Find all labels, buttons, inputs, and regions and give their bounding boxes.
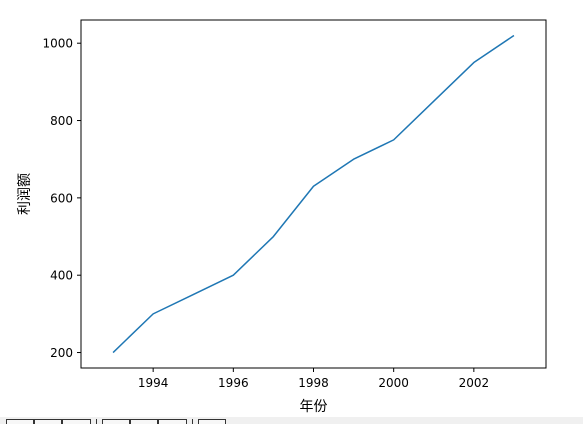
x-tick-label: 1996	[218, 376, 249, 390]
x-axis-title: 年份	[300, 399, 328, 415]
pan-icon[interactable]	[102, 419, 130, 424]
y-tick-label: 600	[50, 191, 73, 205]
y-tick-label: 1000	[42, 37, 73, 51]
figure-toolbar	[0, 417, 583, 424]
plot-frame	[80, 19, 547, 369]
zoom-icon[interactable]	[130, 419, 158, 424]
toolbar-separator	[96, 419, 97, 424]
home-icon[interactable]	[6, 419, 34, 424]
toolbar-separator	[192, 419, 193, 424]
forward-icon[interactable]	[62, 419, 91, 424]
x-tick-label: 2000	[378, 376, 409, 390]
x-tick-label: 2002	[459, 376, 490, 390]
configure-icon[interactable]	[158, 419, 187, 424]
plot-area	[81, 20, 546, 368]
y-axis-title: 利润额	[17, 173, 33, 215]
back-icon[interactable]	[34, 419, 62, 424]
y-tick-label: 200	[50, 346, 73, 360]
x-tick-label: 1994	[138, 376, 169, 390]
series-layer	[112, 34, 515, 354]
save-icon[interactable]	[198, 419, 226, 424]
x-axis: 1994 1996 1998 2000 2002	[138, 368, 489, 390]
y-axis: 200 400 600 800 1000	[42, 37, 81, 360]
x-tick-label: 1998	[298, 376, 329, 390]
y-tick-label: 800	[50, 114, 73, 128]
y-tick-label: 400	[50, 269, 73, 283]
